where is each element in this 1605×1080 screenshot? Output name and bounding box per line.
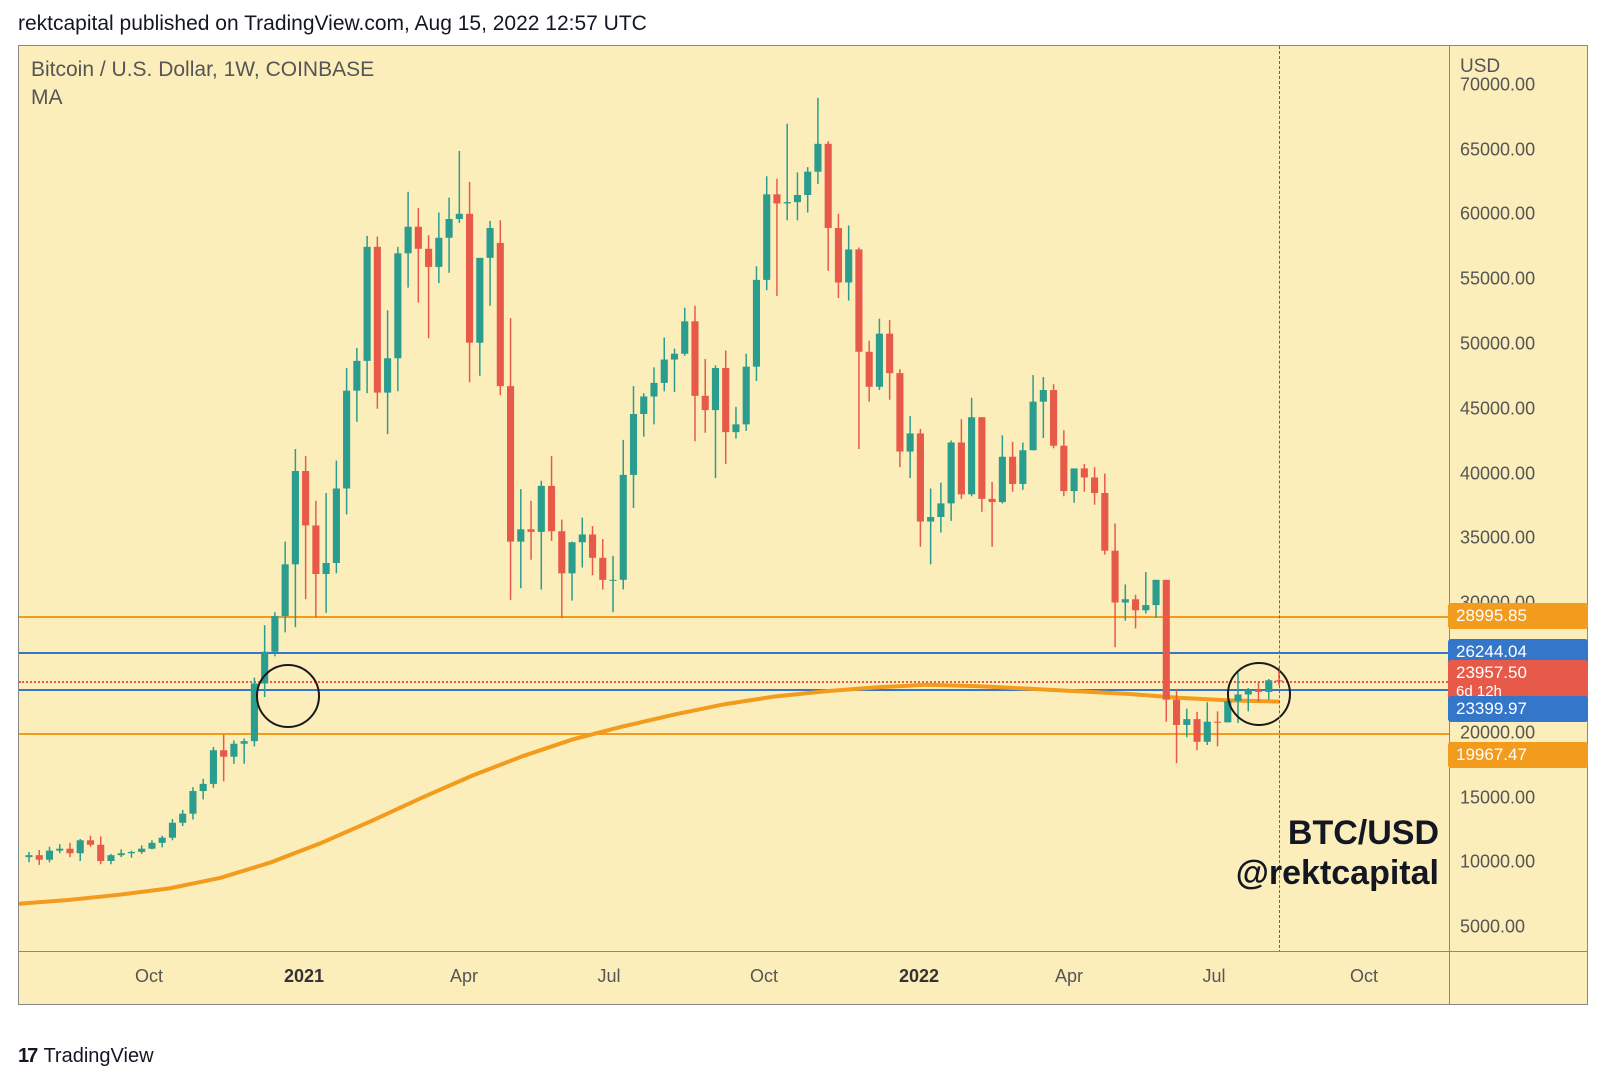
x-tick-label: 2021 (284, 966, 324, 987)
y-tick-label: 40000.00 (1460, 463, 1535, 484)
x-tick-label: Apr (1055, 966, 1083, 987)
chart-container: Bitcoin / U.S. Dollar, 1W, COINBASE MA B… (18, 45, 1588, 1005)
y-tick-label: 60000.00 (1460, 204, 1535, 225)
y-tick-label: 15000.00 (1460, 787, 1535, 808)
y-tick-label: 65000.00 (1460, 139, 1535, 160)
y-tick-label: 10000.00 (1460, 852, 1535, 873)
axis-corner (1449, 951, 1587, 1004)
time-axis[interactable]: Oct 2021 Apr Jul Oct 2022 Apr Jul Oct (19, 951, 1451, 1004)
price-tag: 23399.97 (1448, 696, 1588, 722)
circle-annotation[interactable] (256, 664, 320, 728)
chart-plot-area[interactable]: Bitcoin / U.S. Dollar, 1W, COINBASE MA B… (19, 46, 1451, 953)
watermark-symbol: BTC/USD (1288, 814, 1439, 853)
price-tag: 28995.85 (1448, 603, 1588, 629)
y-tick-label: 70000.00 (1460, 74, 1535, 95)
x-tick-label: 2022 (899, 966, 939, 987)
publish-header: rektcapital published on TradingView.com… (18, 12, 647, 36)
y-tick-label: 50000.00 (1460, 334, 1535, 355)
price-tag: 19967.47 (1448, 742, 1588, 768)
y-tick-label: 55000.00 (1460, 269, 1535, 290)
y-tick-label: 45000.00 (1460, 398, 1535, 419)
y-tick-label: 5000.00 (1460, 917, 1525, 938)
y-tick-label: 20000.00 (1460, 722, 1535, 743)
tradingview-logo: 17 TradingView (18, 1045, 154, 1068)
circle-annotation[interactable] (1227, 662, 1291, 726)
price-axis[interactable]: USD 5000.0010000.0015000.0020000.0025000… (1449, 46, 1587, 953)
x-tick-label: Oct (135, 966, 163, 987)
y-tick-label: 35000.00 (1460, 528, 1535, 549)
x-tick-label: Oct (1350, 966, 1378, 987)
candlestick-series (19, 46, 1451, 953)
x-tick-label: Oct (750, 966, 778, 987)
x-tick-label: Apr (450, 966, 478, 987)
x-tick-label: Jul (597, 966, 620, 987)
watermark-handle: @rektcapital (1236, 854, 1439, 893)
x-tick-label: Jul (1202, 966, 1225, 987)
current-bar-marker (1279, 46, 1280, 953)
